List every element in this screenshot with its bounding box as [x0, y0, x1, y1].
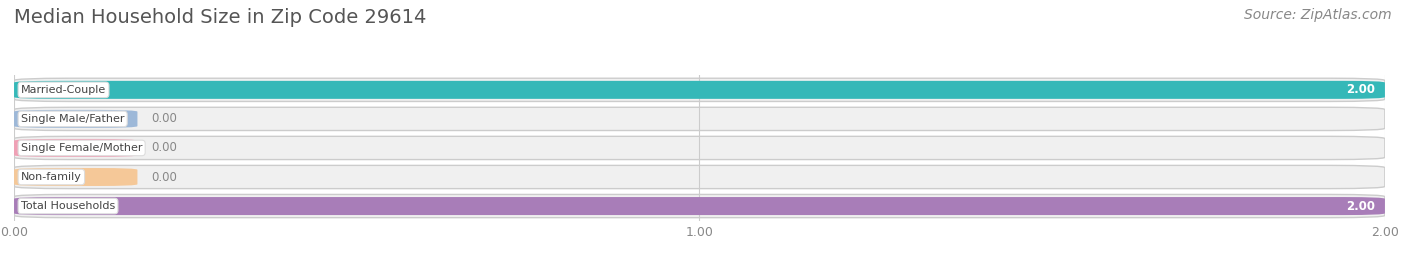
Text: 2.00: 2.00	[1346, 83, 1375, 96]
FancyBboxPatch shape	[14, 139, 138, 157]
FancyBboxPatch shape	[14, 81, 1385, 99]
FancyBboxPatch shape	[14, 136, 1385, 160]
Text: Single Female/Mother: Single Female/Mother	[21, 143, 142, 153]
Text: 0.00: 0.00	[152, 171, 177, 183]
FancyBboxPatch shape	[14, 168, 138, 186]
Text: Total Households: Total Households	[21, 201, 115, 211]
Text: 2.00: 2.00	[1346, 200, 1375, 213]
FancyBboxPatch shape	[14, 110, 138, 128]
Text: Married-Couple: Married-Couple	[21, 85, 107, 95]
Text: Source: ZipAtlas.com: Source: ZipAtlas.com	[1244, 8, 1392, 22]
FancyBboxPatch shape	[14, 165, 1385, 189]
FancyBboxPatch shape	[14, 78, 1385, 101]
Text: Non-family: Non-family	[21, 172, 82, 182]
FancyBboxPatch shape	[14, 197, 1385, 215]
Text: Single Male/Father: Single Male/Father	[21, 114, 124, 124]
Text: 0.00: 0.00	[152, 112, 177, 125]
FancyBboxPatch shape	[14, 107, 1385, 130]
Text: Median Household Size in Zip Code 29614: Median Household Size in Zip Code 29614	[14, 8, 426, 27]
FancyBboxPatch shape	[14, 194, 1385, 218]
Text: 0.00: 0.00	[152, 141, 177, 154]
